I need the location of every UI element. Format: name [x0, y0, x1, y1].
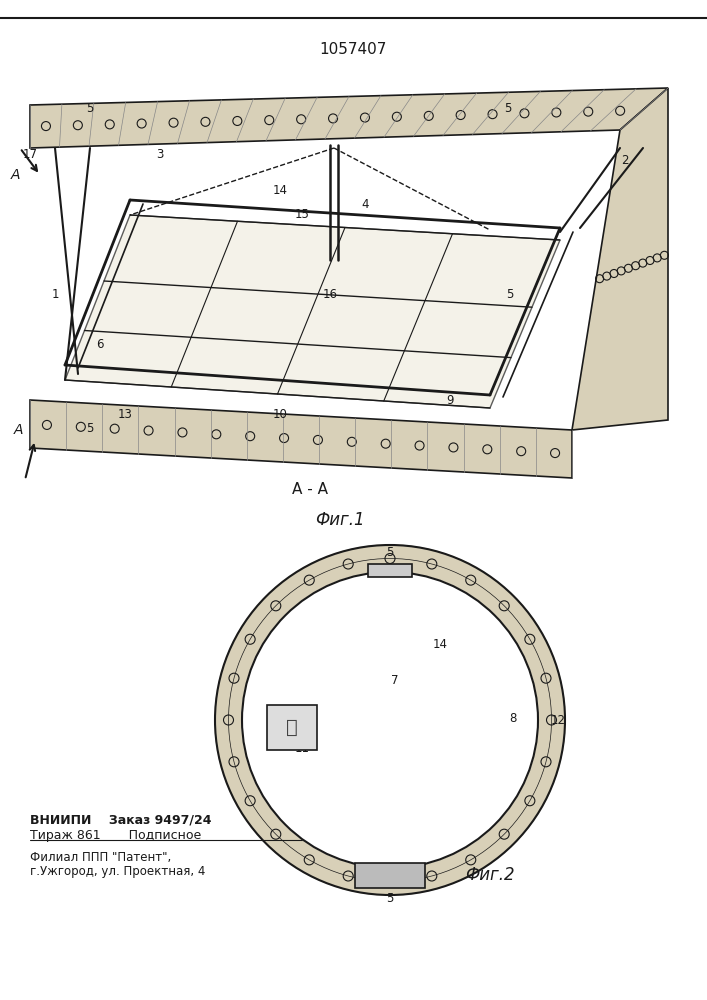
Text: 5: 5 [86, 422, 94, 434]
Circle shape [215, 545, 565, 895]
Text: 11: 11 [295, 742, 310, 754]
Text: 10: 10 [273, 408, 288, 422]
Polygon shape [65, 215, 560, 408]
Text: 3: 3 [156, 148, 164, 161]
Text: 5: 5 [386, 546, 394, 558]
Text: Фиг.1: Фиг.1 [315, 511, 365, 529]
Text: 13: 13 [117, 408, 132, 422]
Polygon shape [30, 88, 668, 148]
Text: 5: 5 [504, 102, 512, 114]
Polygon shape [368, 564, 412, 577]
Text: Фиг.2: Фиг.2 [465, 866, 515, 884]
Polygon shape [572, 88, 668, 430]
Text: Филиал ППП "Патент",: Филиал ППП "Патент", [30, 852, 171, 864]
Text: 9: 9 [446, 393, 454, 406]
Text: 5: 5 [386, 892, 394, 904]
Text: Тираж 861       Подписное: Тираж 861 Подписное [30, 828, 201, 842]
Polygon shape [30, 400, 572, 478]
Bar [267, 705, 317, 750]
Circle shape [242, 572, 538, 868]
Text: 6: 6 [96, 338, 104, 352]
Text: 1: 1 [51, 288, 59, 302]
Text: 17: 17 [23, 148, 37, 161]
Text: 15: 15 [295, 209, 310, 222]
Text: 14: 14 [433, 639, 448, 652]
Text: 人: 人 [286, 718, 298, 736]
Text: A - A: A - A [292, 483, 328, 497]
Text: A: A [10, 168, 20, 182]
Text: 7: 7 [391, 674, 399, 686]
Text: 12: 12 [551, 714, 566, 726]
Text: 1057407: 1057407 [320, 42, 387, 57]
Text: г.Ужгород, ул. Проектная, 4: г.Ужгород, ул. Проектная, 4 [30, 865, 205, 879]
Text: 5: 5 [86, 102, 94, 114]
Text: ВНИИПИ    Заказ 9497/24: ВНИИПИ Заказ 9497/24 [30, 814, 211, 826]
Text: 8: 8 [509, 712, 517, 724]
Text: A: A [13, 423, 23, 437]
Text: 5: 5 [506, 288, 514, 302]
Text: 4: 4 [361, 198, 369, 212]
Text: 16: 16 [322, 288, 337, 302]
Text: 2: 2 [621, 153, 629, 166]
Polygon shape [355, 863, 425, 888]
Text: 14: 14 [272, 184, 288, 196]
